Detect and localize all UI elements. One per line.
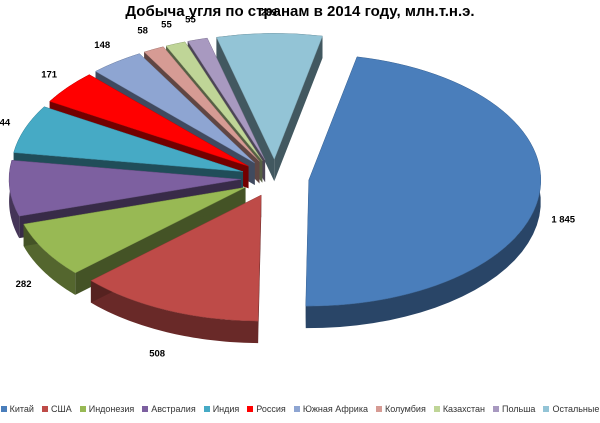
legend-swatch [433, 406, 440, 412]
legend-swatch [493, 406, 499, 412]
data-label-1: 1 845 [551, 215, 575, 226]
legend-label: Китай [9, 404, 34, 414]
legend-label: Индия [212, 404, 240, 414]
pie-slice-5 [13, 106, 244, 172]
legend-item-11: Остальные [543, 404, 599, 414]
legend-item-1: Китай [0, 404, 34, 414]
legend-item-5: Индия [203, 404, 240, 414]
pie-slice-rim-3 [23, 224, 76, 295]
pie-slice-wall-11-2 [274, 36, 323, 182]
legend-swatch [41, 406, 48, 412]
pie-slice-10 [187, 37, 266, 161]
legend-label: Россия [256, 404, 286, 414]
legend-swatch [293, 406, 300, 412]
legend-label: Остальные [552, 404, 600, 414]
legend-label: Австралия [151, 404, 196, 414]
pie-slice-9 [165, 41, 263, 161]
legend-item-3: Индонезия [79, 404, 135, 414]
legend-item-8: Колумбия [375, 404, 426, 414]
pie-slice-2 [90, 194, 262, 322]
legend-swatch [0, 406, 7, 412]
legend: Китай США Индонезия Австралия Индия Россия Южн… [0, 404, 600, 414]
data-label-8: 58 [137, 26, 148, 37]
legend-swatch [203, 406, 210, 412]
legend-swatch [79, 406, 86, 412]
legend-label: Польша [502, 404, 536, 414]
legend-item-4: Австралия [142, 404, 196, 414]
data-label-3: 282 [16, 279, 32, 290]
legend-label: Казахстан [442, 404, 485, 414]
legend-swatch [247, 406, 254, 412]
legend-label: Колумбия [384, 404, 426, 414]
data-label-9: 55 [161, 19, 172, 30]
pie-slice-7 [95, 53, 255, 164]
legend-item-10: Польша [493, 404, 535, 414]
pie-slice-wall-11-1 [216, 37, 275, 182]
pie-slice-rim-2 [90, 280, 259, 344]
pie-slice-4 [8, 160, 242, 217]
legend-label: США [50, 404, 72, 414]
pie-chart: 1 845508282281244171148585555289 [0, 7, 576, 359]
legend-swatch [543, 406, 550, 412]
data-label-6: 171 [41, 69, 58, 80]
pie-slice-8 [143, 46, 260, 162]
pie-slice-11 [216, 33, 323, 160]
legend-item-7: Южная Африка [293, 404, 368, 414]
data-label-10: 55 [185, 15, 196, 26]
pie-slice-6 [49, 74, 249, 167]
legend-item-6: Россия [247, 404, 286, 414]
data-label-7: 148 [94, 40, 110, 51]
legend-label: Индонезия [88, 404, 135, 414]
legend-swatch [375, 406, 382, 412]
data-label-2: 508 [149, 348, 165, 359]
data-label-11: 289 [261, 7, 277, 18]
pie-slice-1 [305, 56, 542, 307]
legend-label: Южная Африка [302, 404, 368, 414]
data-label-5: 244 [0, 117, 11, 128]
legend-item-2: США [41, 404, 72, 414]
legend-swatch [142, 406, 149, 412]
pie-slice-3 [23, 187, 246, 274]
legend-item-9: Казахстан [433, 404, 485, 414]
chart-title: Добыча угля по странам в 2014 году, млн.… [125, 3, 475, 20]
